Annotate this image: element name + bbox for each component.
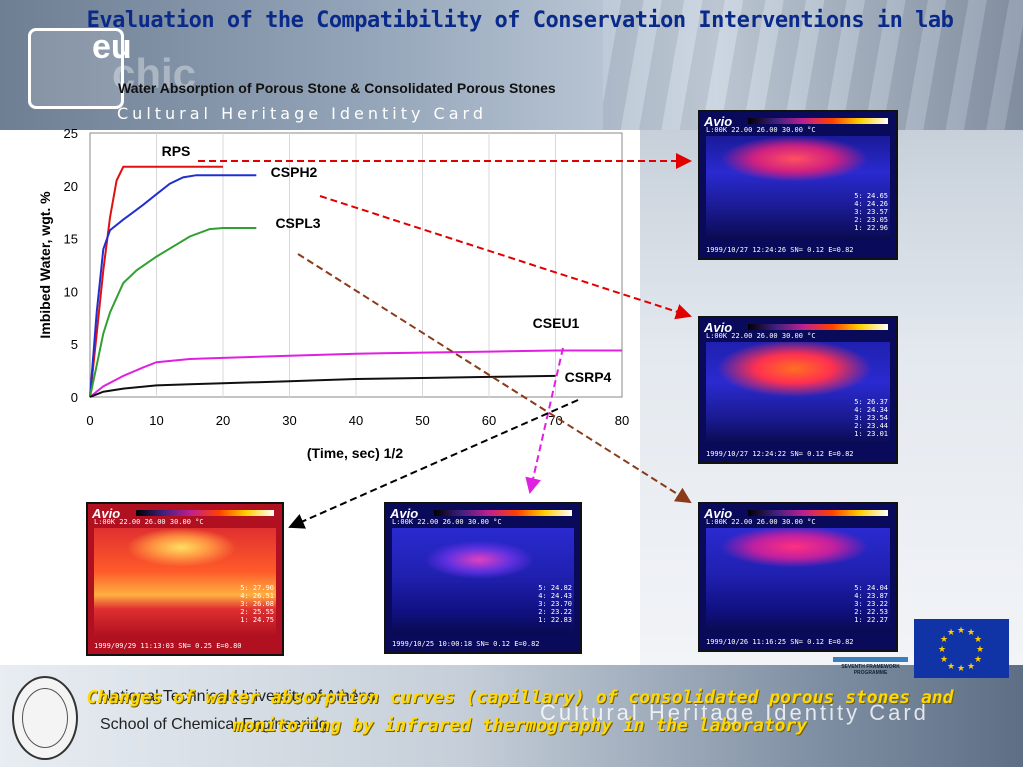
series-label-cseu1: CSEU1 bbox=[533, 315, 580, 331]
y-tick-label: 10 bbox=[64, 284, 78, 299]
thermogram-csrp4: Avio L:00K 22.00 26.00 30.00 °C 5: 27.90… bbox=[86, 502, 284, 656]
y-tick-label: 20 bbox=[64, 179, 78, 194]
thermogram-brand: Avio bbox=[704, 506, 733, 521]
thermogram-readings: 5: 26.37 4: 24.34 3: 23.54 2: 23.44 1: 23.01 bbox=[854, 398, 888, 438]
color-scale bbox=[748, 510, 888, 516]
thermogram-scale-text: L:00K 22.00 26.00 30.00 °C bbox=[706, 518, 816, 526]
footer-tagline: Cultural Heritage Identity Card bbox=[540, 700, 929, 725]
svg-text:★: ★ bbox=[967, 628, 975, 638]
thermogram-footer: 1999/10/27 12:24:22 SN= 0.12 E=0.82 bbox=[706, 450, 854, 458]
logo-chic-text: chic bbox=[112, 50, 197, 97]
thermogram-brand: Avio bbox=[704, 114, 733, 129]
x-tick-label: 60 bbox=[482, 413, 496, 428]
institution-school: School of Chemical Engineering bbox=[100, 716, 328, 733]
thermogram-readings: 5: 24.04 4: 23.87 3: 23.22 2: 22.53 1: 22.27 bbox=[854, 584, 888, 624]
x-tick-label: 70 bbox=[548, 413, 562, 428]
thermogram-footer: 1999/10/25 10:00:18 SN= 0.12 E=0.82 bbox=[392, 640, 540, 648]
slide-caption: Changes of water absorption curves (capi… bbox=[86, 687, 954, 736]
svg-text:★: ★ bbox=[938, 645, 946, 655]
thermogram-image bbox=[706, 136, 890, 240]
x-tick-label: 0 bbox=[86, 413, 93, 428]
chart-title: Water Absorption of Porous Stone & Conso… bbox=[118, 80, 556, 96]
thermogram-brand: Avio bbox=[92, 506, 121, 521]
thermogram-scale-text: L:00K 22.00 26.00 30.00 °C bbox=[706, 332, 816, 340]
thermogram-cseu1: Avio L:00K 22.00 26.00 30.00 °C 5: 24.82… bbox=[384, 502, 582, 654]
thermogram-readings: 5: 24.82 4: 24.43 3: 23.70 2: 23.22 1: 22.83 bbox=[538, 584, 572, 624]
x-tick-label: 10 bbox=[149, 413, 163, 428]
thermogram-footer: 1999/10/26 11:16:25 SN= 0.12 E=0.82 bbox=[706, 638, 854, 646]
y-axis-label: Imbibed Water, wgt. % bbox=[37, 191, 53, 339]
series-label-rps: RPS bbox=[162, 143, 191, 159]
color-scale bbox=[748, 118, 888, 124]
svg-text:★: ★ bbox=[957, 626, 965, 636]
series-line-rps bbox=[89, 165, 223, 398]
color-scale bbox=[136, 510, 274, 516]
series-label-cspl3: CSPL3 bbox=[275, 215, 320, 231]
thermogram-rps: Avio L:00K 22.00 26.00 30.00 °C 5: 24.65… bbox=[698, 110, 898, 260]
ntua-seal-icon bbox=[12, 676, 78, 760]
thermogram-footer: 1999/09/29 11:13:03 SN= 0.25 E=0.80 bbox=[94, 642, 242, 650]
thermogram-readings: 5: 27.90 4: 26.51 3: 26.08 2: 25.55 1: 24.75 bbox=[240, 584, 274, 624]
eu-chic-logo-icon bbox=[28, 28, 124, 109]
thermogram-scale-text: L:00K 22.00 26.00 30.00 °C bbox=[392, 518, 502, 526]
color-scale bbox=[434, 510, 572, 516]
svg-text:★: ★ bbox=[976, 645, 984, 655]
x-tick-label: 40 bbox=[349, 413, 363, 428]
water-absorption-chart: 0 10 20 30 40 50 60 70 80 0 5 10 15 20 25 RPS CSPH2 CSP… bbox=[37, 126, 629, 461]
svg-text:★: ★ bbox=[974, 655, 982, 665]
thermogram-image bbox=[706, 342, 890, 444]
series-label-csrp4: CSRP4 bbox=[565, 369, 612, 385]
x-tick-label: 20 bbox=[216, 413, 230, 428]
x-axis-label: (Time, sec) 1/2 bbox=[307, 445, 403, 461]
x-tick-label: 30 bbox=[282, 413, 296, 428]
y-tick-label: 5 bbox=[71, 337, 78, 352]
y-tick-label: 15 bbox=[64, 232, 78, 247]
svg-text:★: ★ bbox=[940, 655, 948, 665]
x-ticks: 0 10 20 30 40 50 60 70 80 bbox=[86, 413, 629, 428]
x-tick-label: 80 bbox=[615, 413, 629, 428]
footer-band bbox=[0, 665, 1023, 767]
thermogram-brand: Avio bbox=[704, 320, 733, 335]
svg-text:★: ★ bbox=[967, 662, 975, 672]
svg-text:★: ★ bbox=[947, 628, 955, 638]
series-label-csph2: CSPH2 bbox=[271, 164, 318, 180]
header-band bbox=[0, 0, 1023, 130]
thermogram-scale-text: L:00K 22.00 26.00 30.00 °C bbox=[94, 518, 204, 526]
series-line-csph2 bbox=[89, 174, 257, 398]
y-ticks: 0 5 10 15 20 25 bbox=[64, 126, 78, 405]
fp7-logo-icon: SEVENTH FRAMEWORK PROGRAMME bbox=[833, 655, 908, 679]
eu-flag-icon: ★ ★ ★ ★ ★ ★ ★ ★ ★ ★ ★ ★ bbox=[914, 619, 1009, 678]
svg-text:★: ★ bbox=[974, 635, 982, 645]
thermogram-readings: 5: 24.65 4: 24.26 3: 23.57 2: 23.05 1: 22.96 bbox=[854, 192, 888, 232]
svg-text:★: ★ bbox=[940, 635, 948, 645]
y-tick-label: 0 bbox=[71, 390, 78, 405]
thermogram-image bbox=[706, 528, 890, 632]
header-architecture-graphic bbox=[603, 0, 1023, 130]
thermogram-image bbox=[392, 528, 574, 634]
cultural-heritage-tagline: Cultural Heritage Identity Card bbox=[117, 104, 487, 123]
series-line-cspl3 bbox=[89, 227, 257, 398]
thermogram-cspl3: Avio L:00K 22.00 26.00 30.00 °C 5: 24.04… bbox=[698, 502, 898, 652]
thermogram-footer: 1999/10/27 12:24:26 SN= 0.12 E=0.82 bbox=[706, 246, 854, 254]
x-tick-label: 50 bbox=[415, 413, 429, 428]
svg-text:★: ★ bbox=[947, 662, 955, 672]
institution-name: National Technical University of Athens, bbox=[100, 688, 380, 705]
page-title: Evaluation of the Compatibility of Conse… bbox=[86, 8, 954, 33]
y-tick-label: 25 bbox=[64, 126, 78, 141]
svg-text:★: ★ bbox=[957, 664, 965, 674]
thermogram-scale-text: L:00K 22.00 26.00 30.00 °C bbox=[706, 126, 816, 134]
logo-eu-text: eu bbox=[92, 28, 132, 66]
thermogram-brand: Avio bbox=[390, 506, 419, 521]
eu-stars-icon: ★ ★★★ ★★★★ ★★★★ bbox=[938, 626, 984, 674]
thermogram-csph2: Avio L:00K 22.00 26.00 30.00 °C 5: 26.37… bbox=[698, 316, 898, 464]
fp7-label: SEVENTH FRAMEWORK PROGRAMME bbox=[841, 664, 900, 676]
thermogram-image bbox=[94, 528, 276, 636]
color-scale bbox=[748, 324, 888, 330]
